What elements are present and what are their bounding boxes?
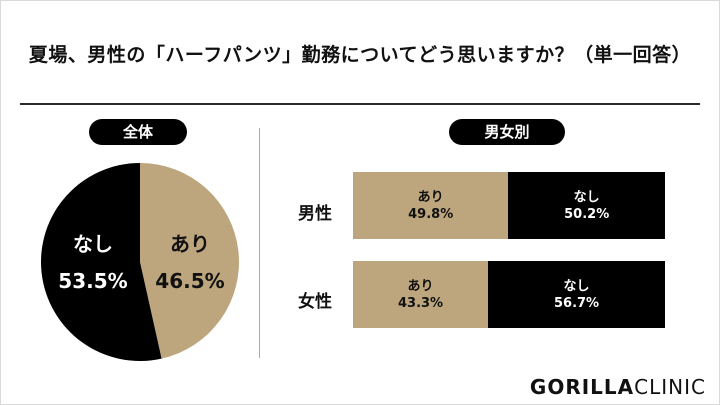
- bar-category-label-female: 女性: [298, 292, 332, 312]
- section-divider: [259, 128, 260, 358]
- by-gender-section-label: 男女別: [449, 119, 565, 145]
- bar-segment-male-yes: あり 49.8%: [353, 172, 509, 239]
- title-divider: [20, 103, 700, 105]
- bar-segment-female-no-value: 56.7%: [553, 295, 600, 311]
- bar-segment-male-no-value: 50.2%: [564, 206, 610, 222]
- logo-light-text: CLINIC: [634, 375, 706, 399]
- bar-male: あり 49.8% なし 50.2%: [353, 172, 665, 239]
- bar-segment-male-no-name: なし: [573, 189, 600, 205]
- chart-title: 夏場、男性の「ハーフパンツ」勤務についてどう思いますか？（単一回答）: [28, 44, 692, 66]
- overall-pie-chart: [40, 163, 239, 361]
- bar-segment-male-yes-name: あり: [417, 189, 444, 205]
- pie-label-yes-value: 46.5%: [155, 269, 225, 293]
- pie-label-no: なし 53.5%: [58, 228, 128, 293]
- pie-label-no-value: 53.5%: [58, 269, 128, 293]
- pie-slice-no: [40, 163, 162, 361]
- bar-segment-female-no: なし 56.7%: [488, 261, 665, 328]
- bar-segment-female-yes-value: 43.3%: [397, 295, 444, 311]
- bar-segment-female-no-name: なし: [563, 278, 590, 294]
- pie-label-yes: あり 46.5%: [155, 228, 225, 293]
- pie-label-no-name: なし: [73, 232, 113, 256]
- bar-female: あり 43.3% なし 56.7%: [353, 261, 665, 328]
- bar-segment-male-no: なし 50.2%: [508, 172, 665, 239]
- pie-label-yes-name: あり: [170, 232, 210, 256]
- pie-slice-yes: [140, 163, 239, 359]
- bar-category-label-male: 男性: [298, 204, 332, 224]
- bar-segment-female-yes-name: あり: [407, 278, 434, 294]
- overall-section-label: 全体: [89, 119, 187, 145]
- bar-segment-male-yes-value: 49.8%: [408, 206, 454, 222]
- gorilla-clinic-logo: GORILLACLINIC: [530, 375, 706, 399]
- bar-segment-female-yes: あり 43.3%: [353, 261, 489, 328]
- logo-bold-text: GORILLA: [529, 375, 635, 399]
